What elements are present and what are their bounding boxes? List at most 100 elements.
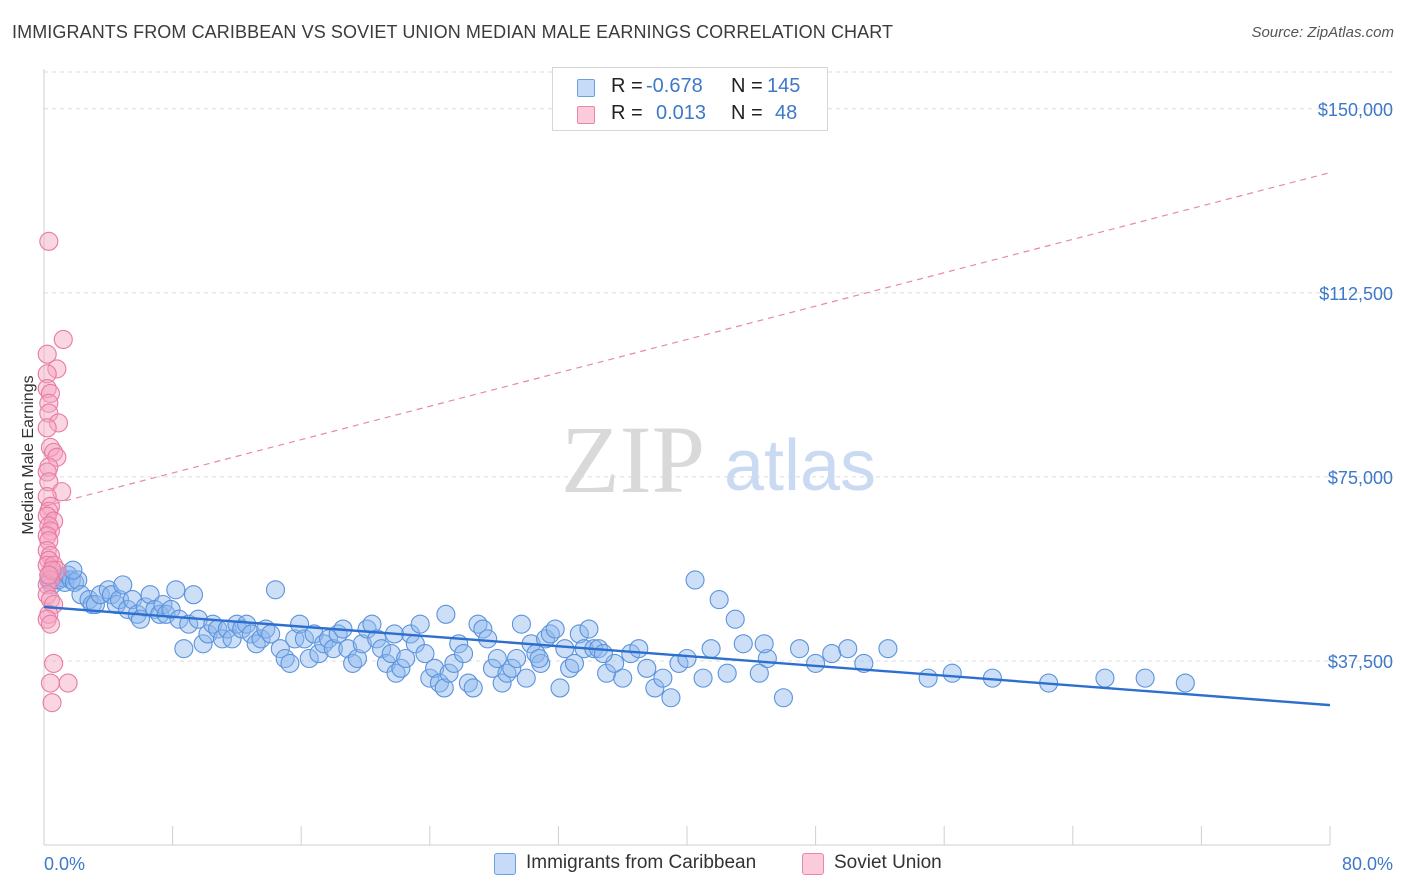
soviet-point <box>39 231 59 251</box>
caribbean-point <box>193 634 213 654</box>
axes <box>43 69 1331 846</box>
caribbean-point <box>85 594 105 615</box>
caribbean-point <box>754 634 774 654</box>
y-tick-label: $37,500 <box>1328 652 1393 672</box>
soviet-point <box>37 506 57 526</box>
caribbean-point <box>64 572 85 592</box>
soviet-point <box>39 531 59 551</box>
legend-swatch-soviet <box>577 106 595 124</box>
caribbean-point <box>685 570 705 590</box>
caribbean-point <box>352 634 372 654</box>
caribbean-point <box>140 585 160 605</box>
watermark-zip: ZIP <box>561 406 705 513</box>
soviet-point <box>52 482 72 502</box>
soviet-point <box>39 393 59 413</box>
caribbean-point <box>323 639 343 659</box>
caribbean-point <box>613 668 633 688</box>
caribbean-point <box>179 614 199 634</box>
soviet-point <box>53 329 73 350</box>
legend-n-value-soviet: 48 <box>775 102 798 124</box>
caribbean-point <box>439 663 459 683</box>
soviet-point <box>47 359 67 379</box>
trend-lines <box>43 172 1331 707</box>
caribbean-point <box>701 639 721 659</box>
series-caribbean-points <box>39 560 1195 708</box>
caribbean-point <box>789 639 810 659</box>
caribbean-point <box>749 663 769 683</box>
caribbean-point <box>309 644 329 664</box>
watermark-atlas: atlas <box>724 426 876 506</box>
y-tick-label: $112,500 <box>1319 284 1393 304</box>
bottom-legend-label-caribbean: Immigrants from Caribbean <box>526 852 757 873</box>
caribbean-point <box>169 609 189 629</box>
caribbean-point <box>61 570 81 590</box>
soviet-point <box>37 364 57 384</box>
caribbean-point <box>564 653 585 673</box>
soviet-point <box>42 693 62 713</box>
caribbean-point <box>878 639 898 659</box>
caribbean-point <box>113 575 133 595</box>
caribbean-point <box>391 658 411 678</box>
caribbean-point <box>550 678 570 698</box>
caribbean-point <box>545 619 565 639</box>
legend-n-label: N = <box>731 102 763 124</box>
caribbean-point <box>270 639 290 659</box>
x-tick-labels: 0.0% 80.0% <box>44 854 1393 874</box>
caribbean-point <box>396 648 416 669</box>
legend-r-label: R = <box>611 102 643 124</box>
caribbean-point <box>251 629 271 649</box>
caribbean-point <box>338 639 358 659</box>
bottom-legend-swatch-caribbean <box>494 853 516 875</box>
caribbean-point <box>444 653 464 673</box>
caribbean-point <box>717 663 737 683</box>
caribbean-point <box>709 590 729 610</box>
caribbean-point <box>183 585 204 605</box>
caribbean-point <box>555 639 575 659</box>
soviet-point <box>37 344 57 364</box>
caribbean-point <box>492 673 512 693</box>
caribbean-point <box>942 663 962 683</box>
caribbean-point <box>212 629 232 649</box>
caribbean-point <box>653 668 673 688</box>
source-label: Source: ZipAtlas.com <box>1251 24 1394 41</box>
soviet-point <box>37 575 57 595</box>
caribbean-point <box>372 639 392 659</box>
soviet-point <box>47 447 67 467</box>
caribbean-point <box>1095 668 1115 688</box>
caribbean-point <box>854 653 874 673</box>
caribbean-point <box>629 639 649 659</box>
caribbean-point <box>502 658 522 678</box>
caribbean-point <box>838 639 858 659</box>
caribbean-point <box>463 678 483 698</box>
caribbean-point <box>347 648 368 669</box>
soviet-point <box>40 614 60 634</box>
watermark: ZIP atlas <box>561 406 876 513</box>
bottom-legend-swatch-soviet <box>802 853 824 875</box>
caribbean-point <box>773 688 794 708</box>
y-tick-label: $75,000 <box>1328 468 1393 488</box>
legend-r-value-soviet: 0.013 <box>656 102 707 124</box>
grid-lines <box>44 71 1395 662</box>
caribbean-point <box>516 668 536 688</box>
soviet-point <box>37 418 57 438</box>
caribbean-point <box>569 624 589 644</box>
series-soviet-points <box>37 231 78 713</box>
y-axis-label: Median Male Earnings <box>20 375 37 534</box>
caribbean-point <box>294 629 314 649</box>
caribbean-point <box>420 668 440 688</box>
caribbean-point <box>367 629 387 649</box>
caribbean-point <box>579 619 599 639</box>
caribbean-point <box>174 639 194 659</box>
x-tick-label-min: 0.0% <box>44 854 85 874</box>
correlation-legend: R = -0.678 N = 145 R = 0.013 N = 48 <box>552 67 828 131</box>
caribbean-point <box>454 644 474 664</box>
legend-r-label: R = <box>611 75 643 97</box>
legend-swatch-caribbean <box>577 79 595 97</box>
caribbean-point <box>381 644 401 664</box>
caribbean-point <box>677 648 697 669</box>
caribbean-point <box>645 678 665 698</box>
caribbean-point <box>473 619 493 639</box>
caribbean-point <box>280 653 300 673</box>
caribbean-point <box>166 580 186 600</box>
caribbean-point <box>304 624 324 644</box>
